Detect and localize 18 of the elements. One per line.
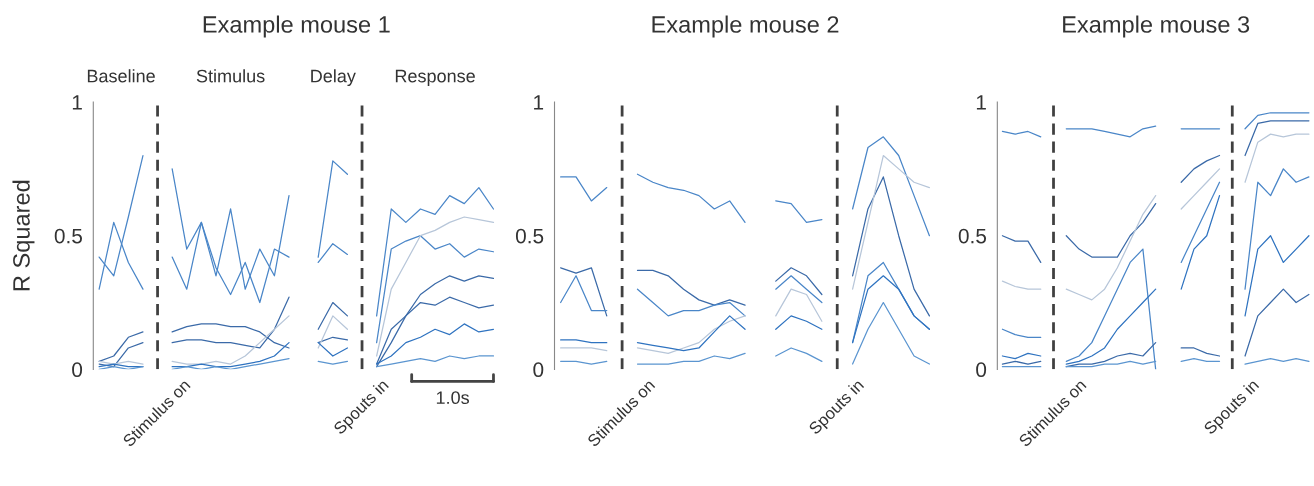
chart-title: Example mouse 3 bbox=[1063, 15, 1250, 38]
y-tick-label: 0 bbox=[976, 362, 987, 378]
y-axis-title: R Squared bbox=[12, 180, 35, 291]
y-tick-label: 0.5 bbox=[958, 228, 987, 244]
y-tick-label: 0 bbox=[533, 362, 544, 378]
y-tick-label: 1 bbox=[72, 95, 82, 110]
text: Stimulus bbox=[196, 69, 265, 83]
y-tick-label: 0 bbox=[72, 362, 83, 378]
y-tick-label: 0.5 bbox=[54, 228, 83, 244]
text: Delay bbox=[311, 69, 356, 87]
y-tick-label: 1 bbox=[976, 95, 986, 110]
chart-title: Example mouse 2 bbox=[652, 15, 839, 38]
text: 1.0s bbox=[436, 391, 469, 405]
y-tick-label: 0.5 bbox=[515, 228, 544, 244]
text: Baseline bbox=[87, 69, 155, 83]
text: Response bbox=[395, 69, 475, 87]
chart-title: Example mouse 1 bbox=[203, 15, 390, 38]
y-tick-label: 1 bbox=[534, 95, 544, 110]
